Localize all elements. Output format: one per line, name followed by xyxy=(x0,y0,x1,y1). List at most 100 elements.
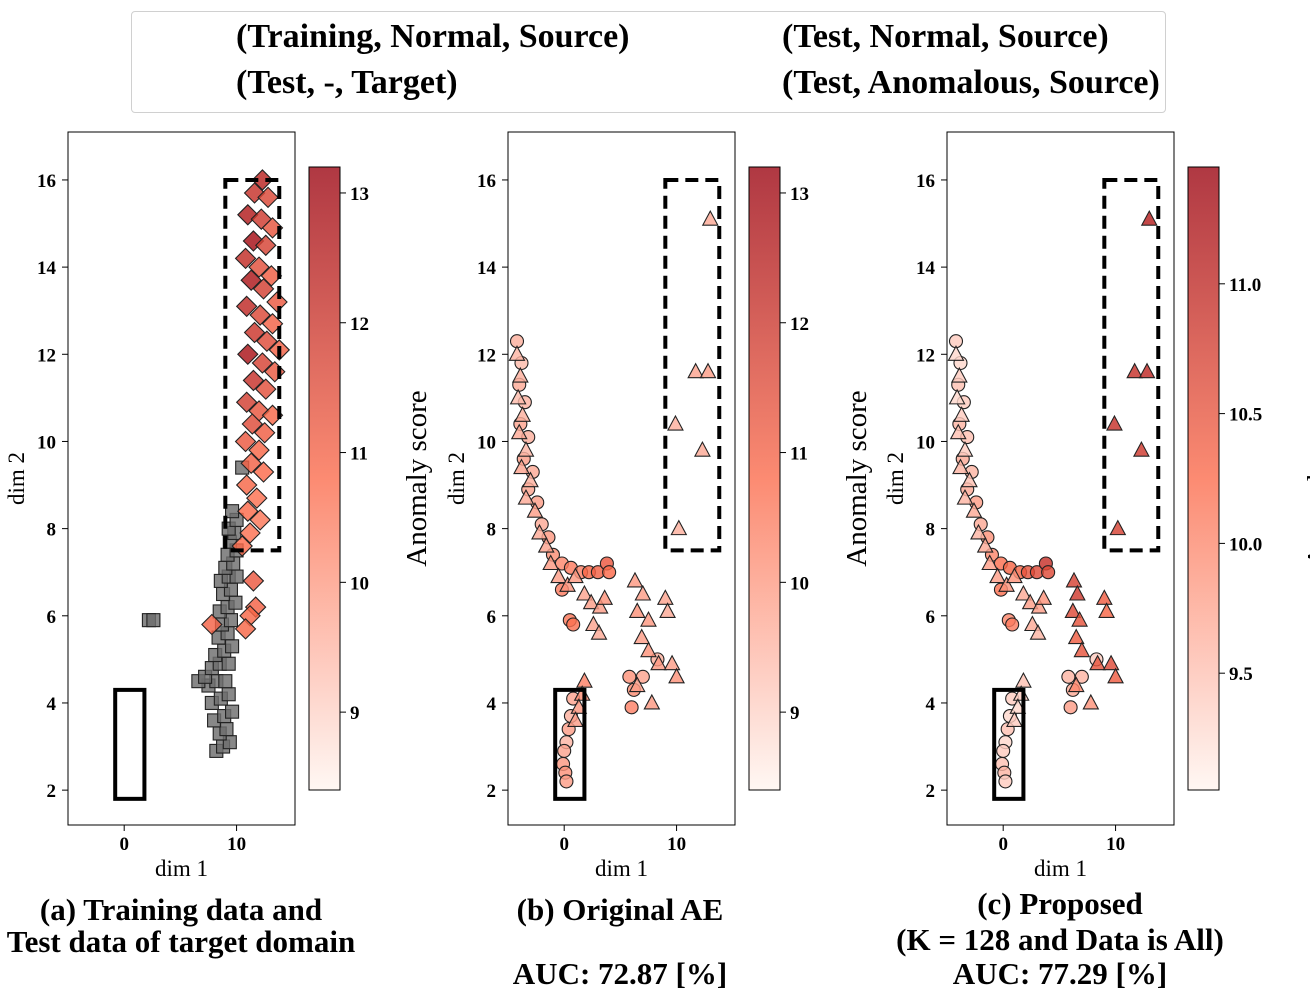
normal-point xyxy=(1005,617,1020,632)
x-tick-label: 0 xyxy=(559,834,569,855)
y-axis-label: dim 2 xyxy=(883,452,908,505)
y-tick-label: 10 xyxy=(477,432,496,453)
colorbar-tick-label: 13 xyxy=(790,184,809,205)
y-tick-label: 12 xyxy=(916,345,935,366)
anomalous-point xyxy=(981,554,999,571)
target-point xyxy=(240,452,262,475)
y-tick-label: 8 xyxy=(47,520,57,541)
x-axis-label: dim 1 xyxy=(155,856,208,881)
anomalous-point xyxy=(948,388,966,405)
panels: 0 10 2 4 6 8 10 12 14 16 dim 1 dim 2 9 10 11 12 13 Anomal… xyxy=(4,131,1310,881)
training-point xyxy=(228,595,243,610)
anomalous-point xyxy=(1140,210,1158,226)
series-diamond xyxy=(201,169,291,640)
target-point xyxy=(235,474,258,496)
anomalous-point xyxy=(1109,519,1127,536)
legend-label-test-target: (Test, -, Target) xyxy=(236,64,458,101)
anomalous-point xyxy=(567,711,584,727)
anomalous-point xyxy=(1089,654,1107,671)
anomalous-point xyxy=(947,345,965,361)
y-tick-label: 16 xyxy=(477,171,496,192)
caption-a-line1: (a) Training data and xyxy=(39,892,323,927)
x-axis-label: dim 1 xyxy=(1034,856,1087,881)
normal-point xyxy=(566,617,581,632)
caption-a-line2: Test data of target domain xyxy=(6,924,356,959)
colorbar-tick-label: 12 xyxy=(790,314,809,335)
normal-point xyxy=(557,743,572,758)
data-points xyxy=(947,210,1158,789)
anomalous-point xyxy=(591,597,609,614)
y-tick-label: 4 xyxy=(926,694,936,715)
colorbar-tick-label: 11 xyxy=(350,444,368,465)
x-axis-label: dim 1 xyxy=(595,856,648,881)
anomalous-point xyxy=(522,471,539,488)
y-tick-label: 2 xyxy=(47,781,57,802)
target-point xyxy=(240,269,262,291)
anomalous-point xyxy=(510,423,528,440)
anomalous-point xyxy=(1098,602,1115,618)
anomalous-point xyxy=(701,210,719,226)
anomalous-point xyxy=(1029,624,1047,640)
anomalous-point xyxy=(956,441,974,457)
anomalous-point xyxy=(628,676,646,693)
colorbar-tick-label: 10 xyxy=(350,573,369,594)
colorbar xyxy=(308,166,341,791)
caption-c-line1: (c) Proposed xyxy=(977,886,1143,921)
target-point xyxy=(256,330,278,352)
colorbar-tick-label: 9 xyxy=(350,703,360,724)
colorbar-label: Anomaly score xyxy=(1302,390,1310,566)
anomalous-point xyxy=(584,615,602,632)
anomalous-point xyxy=(956,488,974,505)
target-point xyxy=(246,487,268,509)
training-point xyxy=(146,613,161,628)
anomalous-point xyxy=(970,523,987,540)
anomalous-point xyxy=(626,571,644,588)
colorbar xyxy=(1187,166,1220,791)
anomalous-point xyxy=(976,536,994,553)
colorbar-tick-label: 10.5 xyxy=(1229,405,1262,426)
y-axis-label: dim 2 xyxy=(4,452,29,505)
y-tick-label: 16 xyxy=(916,171,935,192)
anomalous-point xyxy=(1082,693,1100,710)
anomalous-point xyxy=(1035,589,1053,605)
y-tick-label: 8 xyxy=(926,520,936,541)
anomalous-point xyxy=(663,654,681,671)
anomalous-point xyxy=(1068,584,1086,601)
normal-point xyxy=(1061,669,1076,684)
y-tick-label: 12 xyxy=(37,345,56,366)
target-point xyxy=(242,369,265,392)
caption-b-line1: (b) Original AE xyxy=(516,892,724,927)
colorbar-tick-label: 12 xyxy=(350,314,369,335)
y-axis-label: dim 2 xyxy=(444,452,469,505)
anomalous-point xyxy=(508,345,526,361)
anomalous-point xyxy=(640,610,657,627)
anomalous-point xyxy=(575,672,593,688)
anomalous-point xyxy=(1064,602,1082,618)
training-point xyxy=(218,674,233,689)
normal-point xyxy=(622,669,637,684)
anomalous-point xyxy=(1107,667,1124,684)
normal-point xyxy=(1041,565,1056,580)
target-point xyxy=(248,256,270,278)
y-tick-label: 14 xyxy=(916,258,936,279)
target-point xyxy=(252,278,275,300)
anomalous-point xyxy=(582,593,600,610)
y-tick-label: 6 xyxy=(487,607,497,628)
colorbar-tick-label: 10 xyxy=(790,573,809,594)
anomalous-point xyxy=(1106,414,1123,431)
anomalous-point xyxy=(952,458,969,475)
normal-point xyxy=(998,774,1013,789)
target-point xyxy=(249,509,271,531)
anomalous-point xyxy=(634,584,652,601)
training-point xyxy=(225,704,240,719)
anomalous-point xyxy=(537,536,555,553)
anomalous-point xyxy=(633,628,651,645)
anomalous-point xyxy=(998,576,1015,592)
target-point xyxy=(252,461,275,483)
target-point xyxy=(234,247,257,270)
anomalous-point xyxy=(1014,672,1032,688)
target-point xyxy=(241,413,264,435)
caption-b-line2: AUC: 72.87 [%] xyxy=(512,956,728,991)
anomalous-point xyxy=(517,488,535,505)
dashed-region-box xyxy=(663,177,722,553)
